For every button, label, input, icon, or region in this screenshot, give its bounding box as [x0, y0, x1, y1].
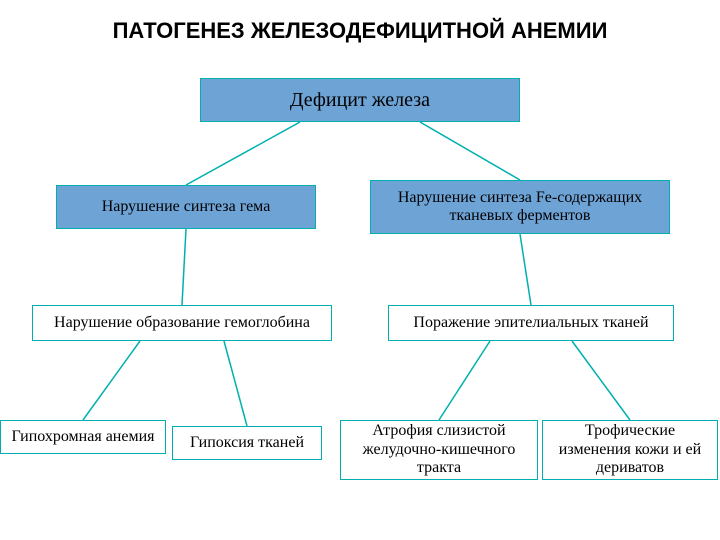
node-rr3: Трофические изменения кожи и ей деривато… [542, 420, 718, 480]
node-rl3: Атрофия слизистой желудочно-кишечного тр… [340, 420, 538, 480]
node-l1: Нарушение синтеза гема [56, 185, 316, 229]
node-lr3: Гипоксия тканей [172, 426, 322, 460]
node-r2: Поражение эпителиальных тканей [388, 305, 674, 341]
node-ll3: Гипохромная анемия [0, 420, 166, 454]
diagram-title: ПАТОГЕНЕЗ ЖЕЛЕЗОДЕФИЦИТНОЙ АНЕМИИ [0, 0, 720, 44]
node-root: Дефицит железа [200, 78, 520, 122]
node-l2: Нарушение образование гемоглобина [32, 305, 332, 341]
node-r1: Нарушение синтеза Fe-содержащих тканевых… [370, 180, 670, 234]
